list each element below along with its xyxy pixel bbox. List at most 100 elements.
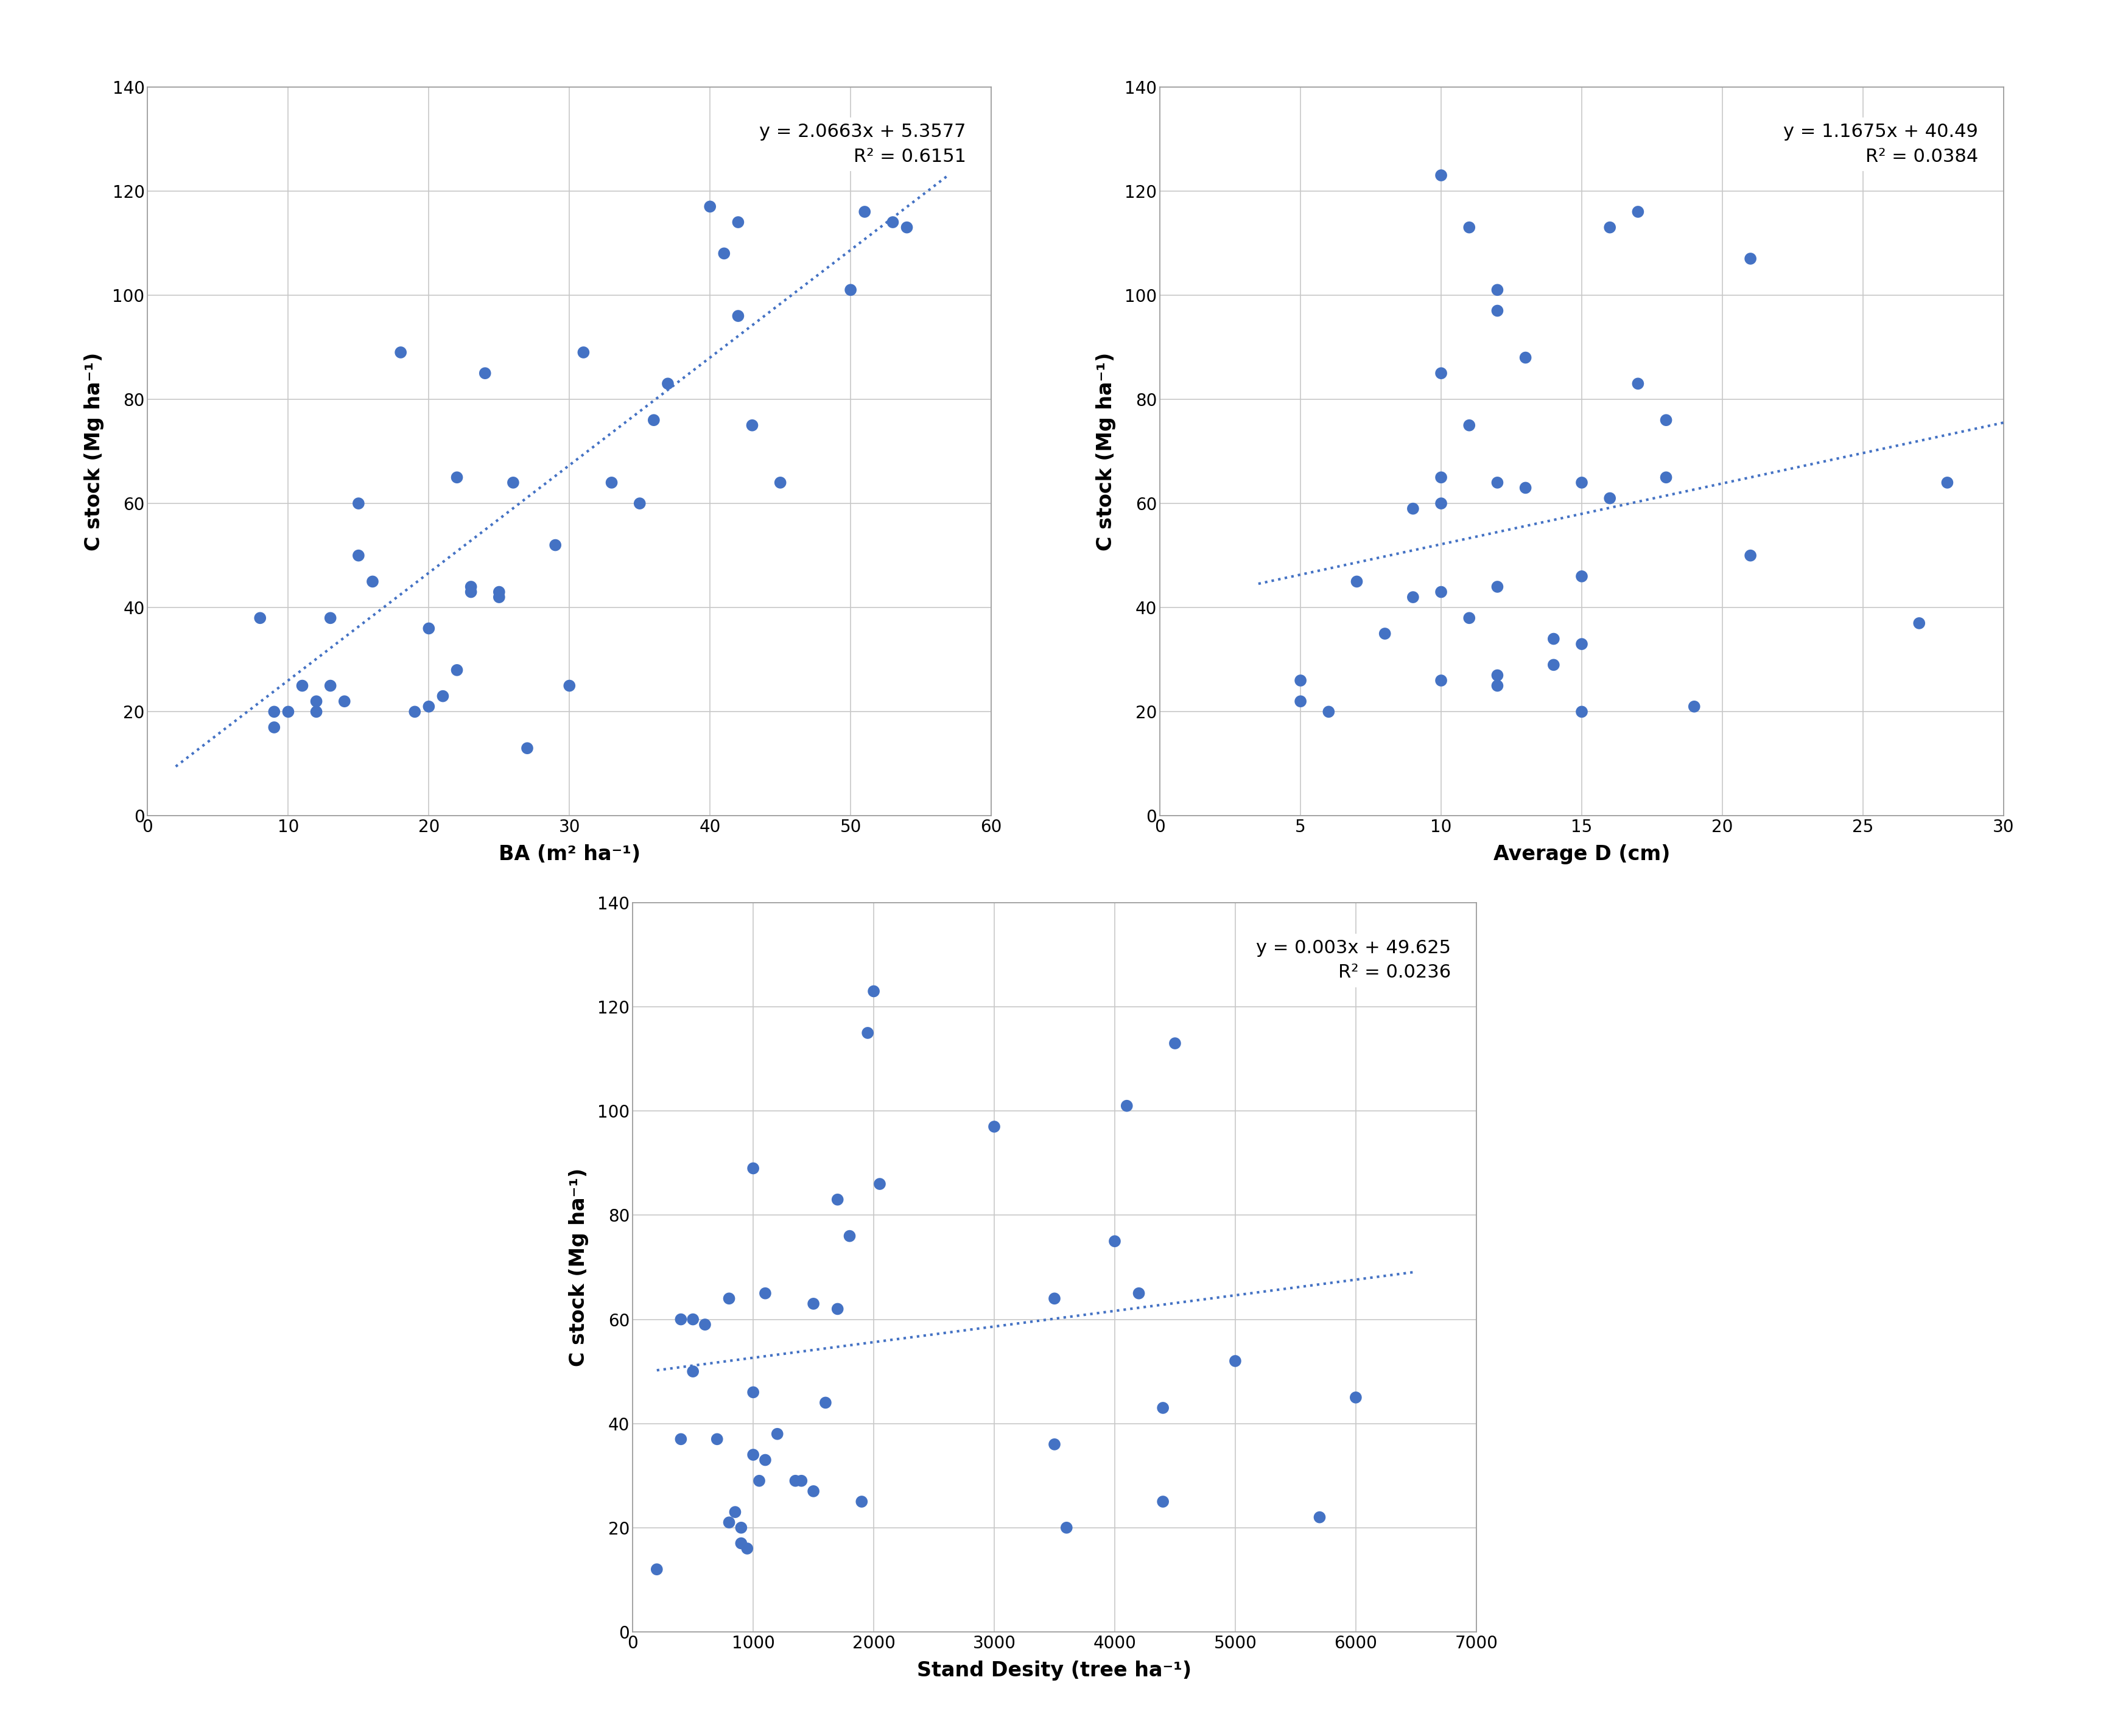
Text: y = 2.0663x + 5.3577
R² = 0.6151: y = 2.0663x + 5.3577 R² = 0.6151 [759, 123, 966, 165]
Point [1424, 359, 1457, 387]
Point [342, 542, 375, 569]
Point [820, 1186, 854, 1213]
Point [677, 1358, 711, 1385]
Point [976, 1113, 1010, 1141]
Point [723, 1514, 757, 1542]
Point [1303, 1503, 1337, 1531]
Point [411, 693, 445, 720]
Point [652, 370, 685, 398]
Point [441, 464, 475, 491]
Point [1050, 1514, 1084, 1542]
Point [1424, 490, 1457, 517]
Point [453, 578, 487, 606]
Point [797, 1290, 831, 1318]
Point [496, 469, 529, 496]
Point [299, 687, 333, 715]
Point [1565, 698, 1599, 726]
Point [1622, 370, 1656, 398]
Point [1284, 687, 1318, 715]
Point [1537, 651, 1571, 679]
Point [637, 406, 671, 434]
Text: y = 0.003x + 49.625
R² = 0.0236: y = 0.003x + 49.625 R² = 0.0236 [1257, 939, 1451, 981]
Point [1284, 667, 1318, 694]
Point [399, 698, 432, 726]
Point [1396, 583, 1430, 611]
Point [567, 339, 601, 366]
Point [1424, 667, 1457, 694]
Point [700, 1425, 734, 1453]
Point [1424, 464, 1457, 491]
Point [1481, 469, 1514, 496]
Point [1219, 1347, 1253, 1375]
Point [272, 698, 306, 726]
Point [327, 687, 361, 715]
Point [1902, 609, 1936, 637]
Point [1592, 484, 1626, 512]
Point [761, 1420, 795, 1448]
Point [299, 698, 333, 726]
Point [848, 198, 882, 226]
Point [1396, 495, 1430, 523]
Point [243, 604, 276, 632]
Point [820, 1295, 854, 1323]
Point [1312, 698, 1346, 726]
Point [1481, 672, 1514, 700]
Point [538, 531, 572, 559]
Point [736, 411, 770, 439]
Point [797, 1477, 831, 1505]
Point [483, 583, 517, 611]
Point [749, 1279, 782, 1307]
Point [1369, 620, 1402, 648]
Point [1537, 625, 1571, 653]
Point [785, 1467, 818, 1495]
Point [763, 469, 797, 496]
Point [1453, 411, 1487, 439]
Point [808, 1389, 841, 1417]
Point [1481, 573, 1514, 601]
X-axis label: Stand Desity (tree ha⁻¹): Stand Desity (tree ha⁻¹) [917, 1660, 1192, 1680]
Point [713, 1509, 747, 1536]
Point [411, 615, 445, 642]
Point [1622, 198, 1656, 226]
Point [713, 1285, 747, 1312]
Y-axis label: C stock (Mg ha⁻¹): C stock (Mg ha⁻¹) [84, 352, 103, 550]
Point [1099, 1227, 1133, 1255]
Point [285, 672, 318, 700]
Point [1453, 214, 1487, 241]
Point [677, 1305, 711, 1333]
Point [1158, 1029, 1192, 1057]
Point [1145, 1394, 1179, 1422]
Point [833, 1222, 867, 1250]
Point [1649, 406, 1683, 434]
Point [1565, 562, 1599, 590]
Point [1565, 630, 1599, 658]
Point [1453, 604, 1487, 632]
Point [510, 734, 544, 762]
X-axis label: BA (m² ha⁻¹): BA (m² ha⁻¹) [498, 844, 641, 865]
Point [721, 208, 755, 236]
Point [863, 1170, 896, 1198]
Point [664, 1425, 698, 1453]
Point [778, 1467, 812, 1495]
Point [742, 1467, 776, 1495]
Point [1481, 661, 1514, 689]
Point [694, 193, 728, 220]
Point [384, 339, 418, 366]
Point [1038, 1285, 1071, 1312]
Point [1481, 297, 1514, 325]
Point [314, 604, 348, 632]
Point [483, 578, 517, 606]
Point [1145, 1488, 1179, 1516]
Point [468, 359, 502, 387]
Text: y = 1.1675x + 40.49
R² = 0.0384: y = 1.1675x + 40.49 R² = 0.0384 [1784, 123, 1978, 165]
Point [1481, 276, 1514, 304]
Point [1109, 1092, 1143, 1120]
Point [890, 214, 924, 241]
Point [730, 1535, 763, 1562]
Point [441, 656, 475, 684]
Point [257, 698, 291, 726]
Point [1038, 1430, 1071, 1458]
Point [688, 1311, 721, 1338]
Point [1592, 214, 1626, 241]
Point [622, 490, 656, 517]
